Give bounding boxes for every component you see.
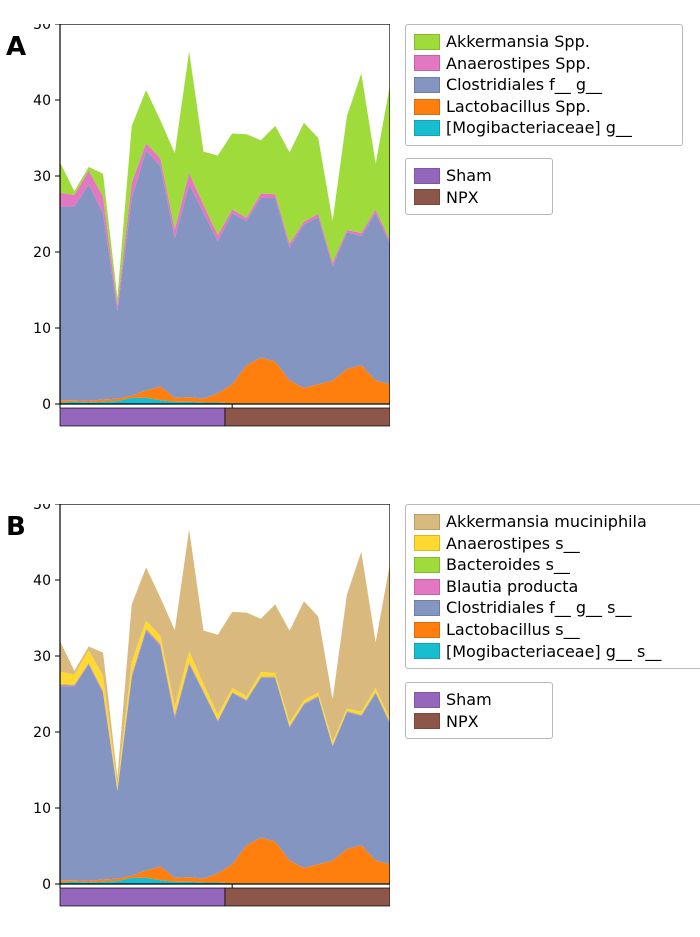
y-tick-label: 50 — [33, 24, 51, 33]
legend-item: Lactobacillus s__ — [414, 619, 700, 641]
legend-item: Blautia producta — [414, 576, 700, 598]
legend-item: Clostridiales f__ g__ s__ — [414, 597, 700, 619]
y-tick-label: 10 — [33, 321, 51, 337]
stacked-area-chart-B: 0 10 20 30 40 50 — [20, 504, 390, 924]
legend-swatch — [414, 189, 440, 205]
legend-swatch — [414, 55, 440, 71]
y-tick-label: 30 — [33, 649, 51, 665]
legend-item: Akkermansia Spp. — [414, 31, 674, 53]
legend-label: Anaerostipes s__ — [446, 533, 580, 555]
legend-item: NPX — [414, 711, 544, 733]
y-tick-label: 20 — [33, 245, 51, 261]
legend-label: Clostridiales f__ g__ s__ — [446, 597, 631, 619]
y-tick-label: 0 — [42, 397, 51, 413]
legend-label: Bacteroides s__ — [446, 554, 570, 576]
legend-swatch — [414, 643, 440, 659]
stacked-area-chart-A: 0 10 20 30 40 50 — [20, 24, 390, 444]
group-bar-npx — [225, 408, 390, 426]
legend-swatch — [414, 600, 440, 616]
y-tick-label: 30 — [33, 169, 51, 185]
group-bar-npx — [225, 888, 390, 906]
legend-item: Anaerostipes s__ — [414, 533, 700, 555]
legend-label: [Mogibacteriaceae] g__ s__ — [446, 641, 661, 663]
legend-swatch — [414, 99, 440, 115]
legend-swatch — [414, 557, 440, 573]
legend-item: Clostridiales f__ g__ — [414, 74, 674, 96]
legend-label: Sham — [446, 165, 492, 187]
y-tick-label: 0 — [42, 877, 51, 893]
legend-label: Clostridiales f__ g__ — [446, 74, 602, 96]
legend-item: Anaerostipes Spp. — [414, 53, 674, 75]
legend-label: Lactobacillus Spp. — [446, 96, 591, 118]
y-tick-label: 10 — [33, 801, 51, 817]
legend-swatch — [414, 579, 440, 595]
legend-swatch — [414, 168, 440, 184]
legend-label: Sham — [446, 689, 492, 711]
legend-swatch — [414, 713, 440, 729]
legend-item: NPX — [414, 187, 544, 209]
legend-label: Akkermansia muciniphila — [446, 511, 647, 533]
legend-swatch — [414, 622, 440, 638]
group-legend: ShamNPX — [405, 682, 553, 739]
group-legend: ShamNPX — [405, 158, 553, 215]
legend-swatch — [414, 34, 440, 50]
taxa-legend: Akkermansia muciniphilaAnaerostipes s__B… — [405, 504, 700, 669]
legend-label: Lactobacillus s__ — [446, 619, 580, 641]
legend-item: Bacteroides s__ — [414, 554, 700, 576]
group-bar-sham — [60, 888, 225, 906]
legend-label: NPX — [446, 711, 479, 733]
legend-swatch — [414, 514, 440, 530]
taxa-legend: Akkermansia Spp.Anaerostipes Spp.Clostri… — [405, 24, 683, 146]
legend-item: Akkermansia muciniphila — [414, 511, 700, 533]
legend-swatch — [414, 120, 440, 136]
legend-swatch — [414, 692, 440, 708]
group-bar-sham — [60, 408, 225, 426]
y-tick-label: 40 — [33, 93, 51, 109]
y-tick-label: 20 — [33, 725, 51, 741]
legend-label: Anaerostipes Spp. — [446, 53, 591, 75]
y-tick-label: 40 — [33, 573, 51, 589]
legend-swatch — [414, 77, 440, 93]
legend-item: Sham — [414, 165, 544, 187]
legend-label: Akkermansia Spp. — [446, 31, 590, 53]
legend-item: [Mogibacteriaceae] g__ s__ — [414, 641, 700, 663]
legend-item: Sham — [414, 689, 544, 711]
legend-swatch — [414, 535, 440, 551]
y-tick-label: 50 — [33, 504, 51, 513]
legend-item: [Mogibacteriaceae] g__ — [414, 117, 674, 139]
legend-label: Blautia producta — [446, 576, 578, 598]
legend-label: [Mogibacteriaceae] g__ — [446, 117, 632, 139]
figure-root: A01020304050Akkermansia Spp.Anaerostipes… — [0, 0, 700, 937]
legend-label: NPX — [446, 187, 479, 209]
legend-item: Lactobacillus Spp. — [414, 96, 674, 118]
